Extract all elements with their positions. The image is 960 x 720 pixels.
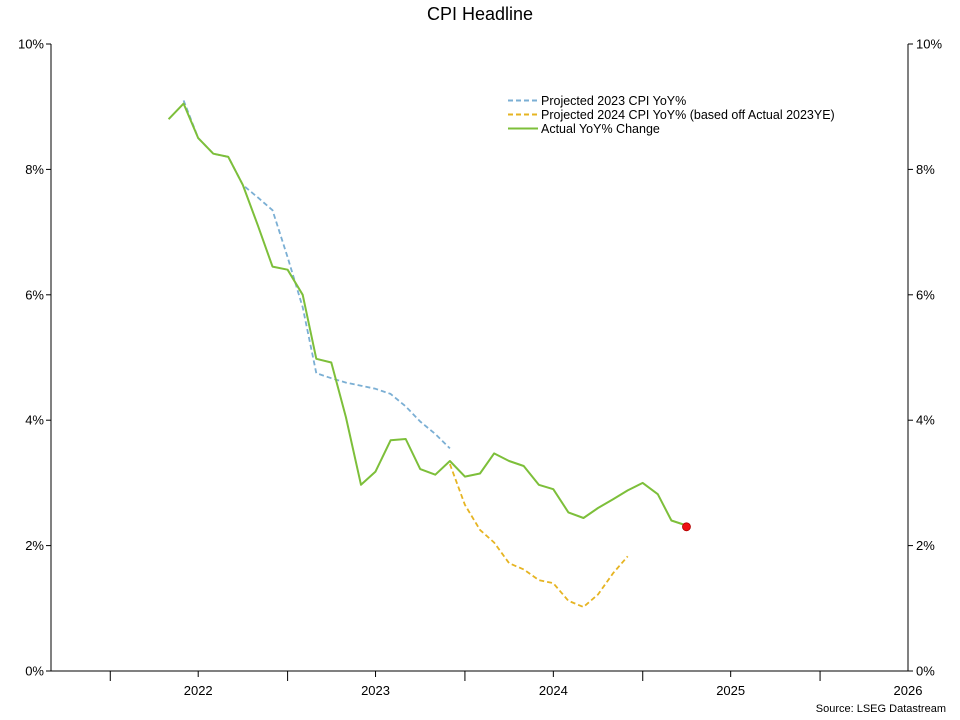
y-tick-label-right: 8% bbox=[916, 162, 935, 177]
y-tick-label-right: 2% bbox=[916, 538, 935, 553]
y-tick-label-left: 8% bbox=[25, 162, 44, 177]
y-tick-label-right: 0% bbox=[916, 664, 935, 679]
latest-value-marker bbox=[682, 522, 691, 532]
legend-label: Projected 2023 CPI YoY% bbox=[541, 94, 686, 108]
y-tick-label-right: 6% bbox=[916, 287, 935, 302]
x-tick-label: 2025 bbox=[716, 683, 745, 698]
source-note: Source: LSEG Datastream bbox=[815, 703, 946, 715]
x-tick-label: 2022 bbox=[184, 683, 213, 698]
axes: 0% 0% 2% 2% 4% 4% 6% 6% 8% 8% 10% 10% 2022 2023 2024 20… bbox=[18, 37, 942, 699]
y-tick-label-left: 6% bbox=[25, 287, 44, 302]
legend-label: Actual YoY% Change bbox=[541, 122, 660, 136]
legend: Projected 2023 CPI YoY%Projected 2024 CP… bbox=[508, 94, 835, 136]
projected-2023-line bbox=[182, 100, 451, 450]
projected-2024-line bbox=[449, 463, 629, 608]
y-tick-label-right: 4% bbox=[916, 413, 935, 428]
y-tick-label-left: 2% bbox=[25, 538, 44, 553]
y-tick-label-left: 10% bbox=[18, 37, 44, 52]
y-tick-label-right: 10% bbox=[916, 37, 942, 52]
y-tick-label-left: 0% bbox=[25, 664, 44, 679]
x-tick-label: 2026 bbox=[894, 683, 923, 698]
x-tick-label: 2024 bbox=[539, 683, 568, 698]
x-tick-label: 2023 bbox=[361, 683, 390, 698]
series-lines bbox=[167, 100, 691, 608]
legend-label: Projected 2024 CPI YoY% (based off Actua… bbox=[541, 108, 835, 122]
chart-title: CPI Headline bbox=[426, 4, 534, 24]
y-tick-label-left: 4% bbox=[25, 413, 44, 428]
actual-yoy-line bbox=[167, 102, 687, 527]
